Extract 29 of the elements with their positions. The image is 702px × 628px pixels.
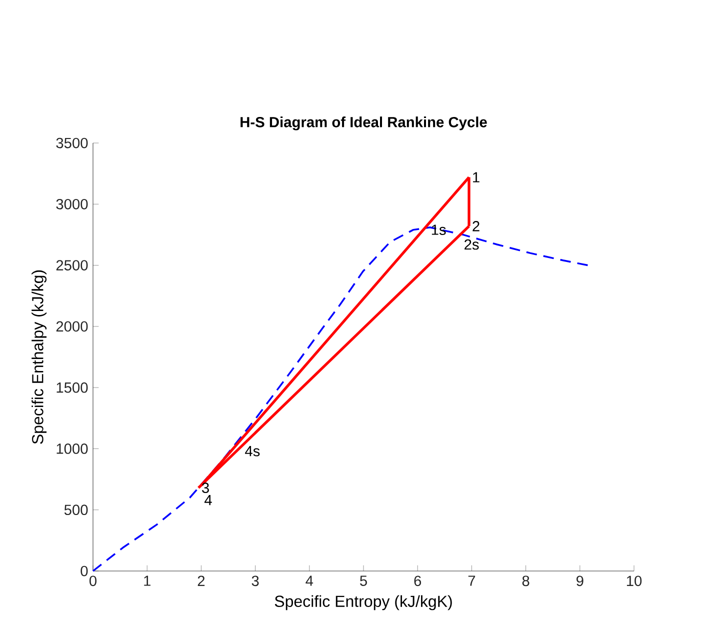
- x-tick-label: 6: [414, 576, 422, 586]
- y-tick-label: 3500: [56, 138, 88, 148]
- y-tick-label: 1500: [56, 382, 88, 393]
- x-tick-label: 8: [522, 576, 530, 586]
- y-tick-label: 2000: [56, 321, 88, 332]
- annotation: 1s: [432, 224, 446, 235]
- y-axis-title: Specific Enthalpy (kJ/kg): [32, 270, 47, 444]
- x-tick-label: 2: [198, 576, 205, 586]
- chart-title: H-S Diagram of Ideal Rankine Cycle: [240, 116, 487, 130]
- x-tick-label: 7: [468, 576, 476, 586]
- y-tick-label: 2500: [56, 260, 88, 270]
- y-tick-label: 3000: [56, 198, 88, 210]
- annotation: 2s: [464, 239, 479, 250]
- y-tick-label: 1000: [56, 444, 88, 454]
- x-axis-title: Specific Entropy (kJ/kgK): [274, 595, 452, 610]
- x-tick-label: 1: [144, 576, 150, 586]
- annotation: 1: [473, 172, 480, 182]
- annotation: 4s: [245, 446, 260, 456]
- x-tick-label: 3: [252, 576, 259, 586]
- x-tick-label: 10: [626, 576, 642, 586]
- x-tick-label: 0: [89, 576, 96, 586]
- y-tick-label: 0: [80, 566, 88, 576]
- annotation: 3: [202, 482, 209, 494]
- x-tick-label: 4: [306, 576, 314, 586]
- x-tick-label: 5: [360, 576, 367, 586]
- annotation: 2: [472, 221, 480, 232]
- y-tick-label: 500: [64, 504, 88, 516]
- annotation: 4: [204, 495, 212, 506]
- x-tick-label: 9: [576, 576, 584, 586]
